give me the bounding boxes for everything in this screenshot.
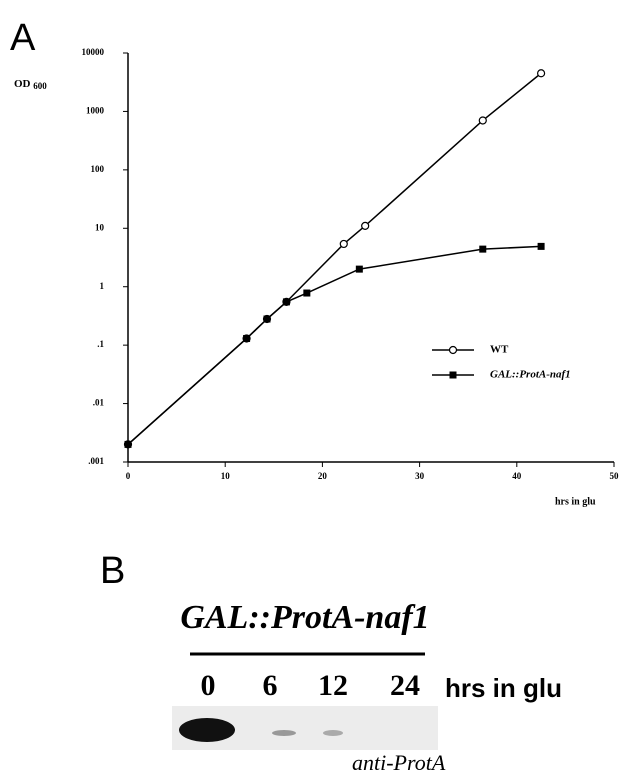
y-tick-label: .001: [88, 456, 104, 466]
y-tick-label: 10000: [82, 47, 105, 57]
y-tick-label: 100: [91, 164, 105, 174]
y-tick-label: 1000: [86, 105, 105, 115]
x-tick-label: 40: [512, 471, 522, 481]
marker: [303, 290, 310, 297]
series-line: [128, 246, 541, 444]
y-tick-label: 10: [95, 222, 105, 232]
band: [179, 718, 235, 742]
antibody-label: anti-ProtA: [352, 750, 446, 775]
lane-label: 0: [201, 669, 216, 702]
y-tick-label: .1: [97, 339, 104, 349]
y-tick-label: .01: [93, 398, 105, 408]
marker: [538, 70, 545, 77]
legend-label: WT: [490, 344, 509, 356]
marker: [356, 266, 363, 273]
legend-marker: [450, 372, 457, 379]
x-tick-label: 0: [126, 471, 131, 481]
x-tick-label: 30: [415, 471, 425, 481]
lane-label: 6: [263, 669, 278, 702]
x-tick-label: 50: [610, 471, 620, 481]
lane-unit: hrs in glu: [445, 673, 562, 703]
marker: [125, 441, 132, 448]
x-axis-label: hrs in glu: [555, 496, 596, 507]
legend-label: GAL::ProtA-naf1: [490, 369, 571, 381]
marker: [479, 117, 486, 124]
legend-marker: [450, 347, 457, 354]
figure: A OD 600 hrs in glu B GAL::ProtA-naf1 0 …: [0, 0, 628, 777]
y-axis-label-text: OD: [14, 78, 31, 90]
y-axis-label-subscript: 600: [33, 81, 47, 91]
lane-label: 12: [318, 669, 348, 702]
marker: [362, 222, 369, 229]
marker: [243, 335, 250, 342]
marker: [263, 316, 270, 323]
x-tick-label: 20: [318, 471, 328, 481]
panel-label: A: [10, 17, 36, 59]
panel-label: B: [100, 550, 125, 592]
marker: [479, 246, 486, 253]
marker: [283, 298, 290, 305]
band: [323, 730, 343, 736]
marker: [538, 243, 545, 250]
band: [272, 730, 296, 736]
y-tick-label: 1: [100, 281, 105, 291]
marker: [340, 240, 347, 247]
blot-title: GAL::ProtA-naf1: [180, 599, 429, 636]
y-axis-label: OD 600: [14, 78, 47, 92]
x-tick-label: 10: [221, 471, 231, 481]
lane-label: 24: [390, 669, 420, 702]
